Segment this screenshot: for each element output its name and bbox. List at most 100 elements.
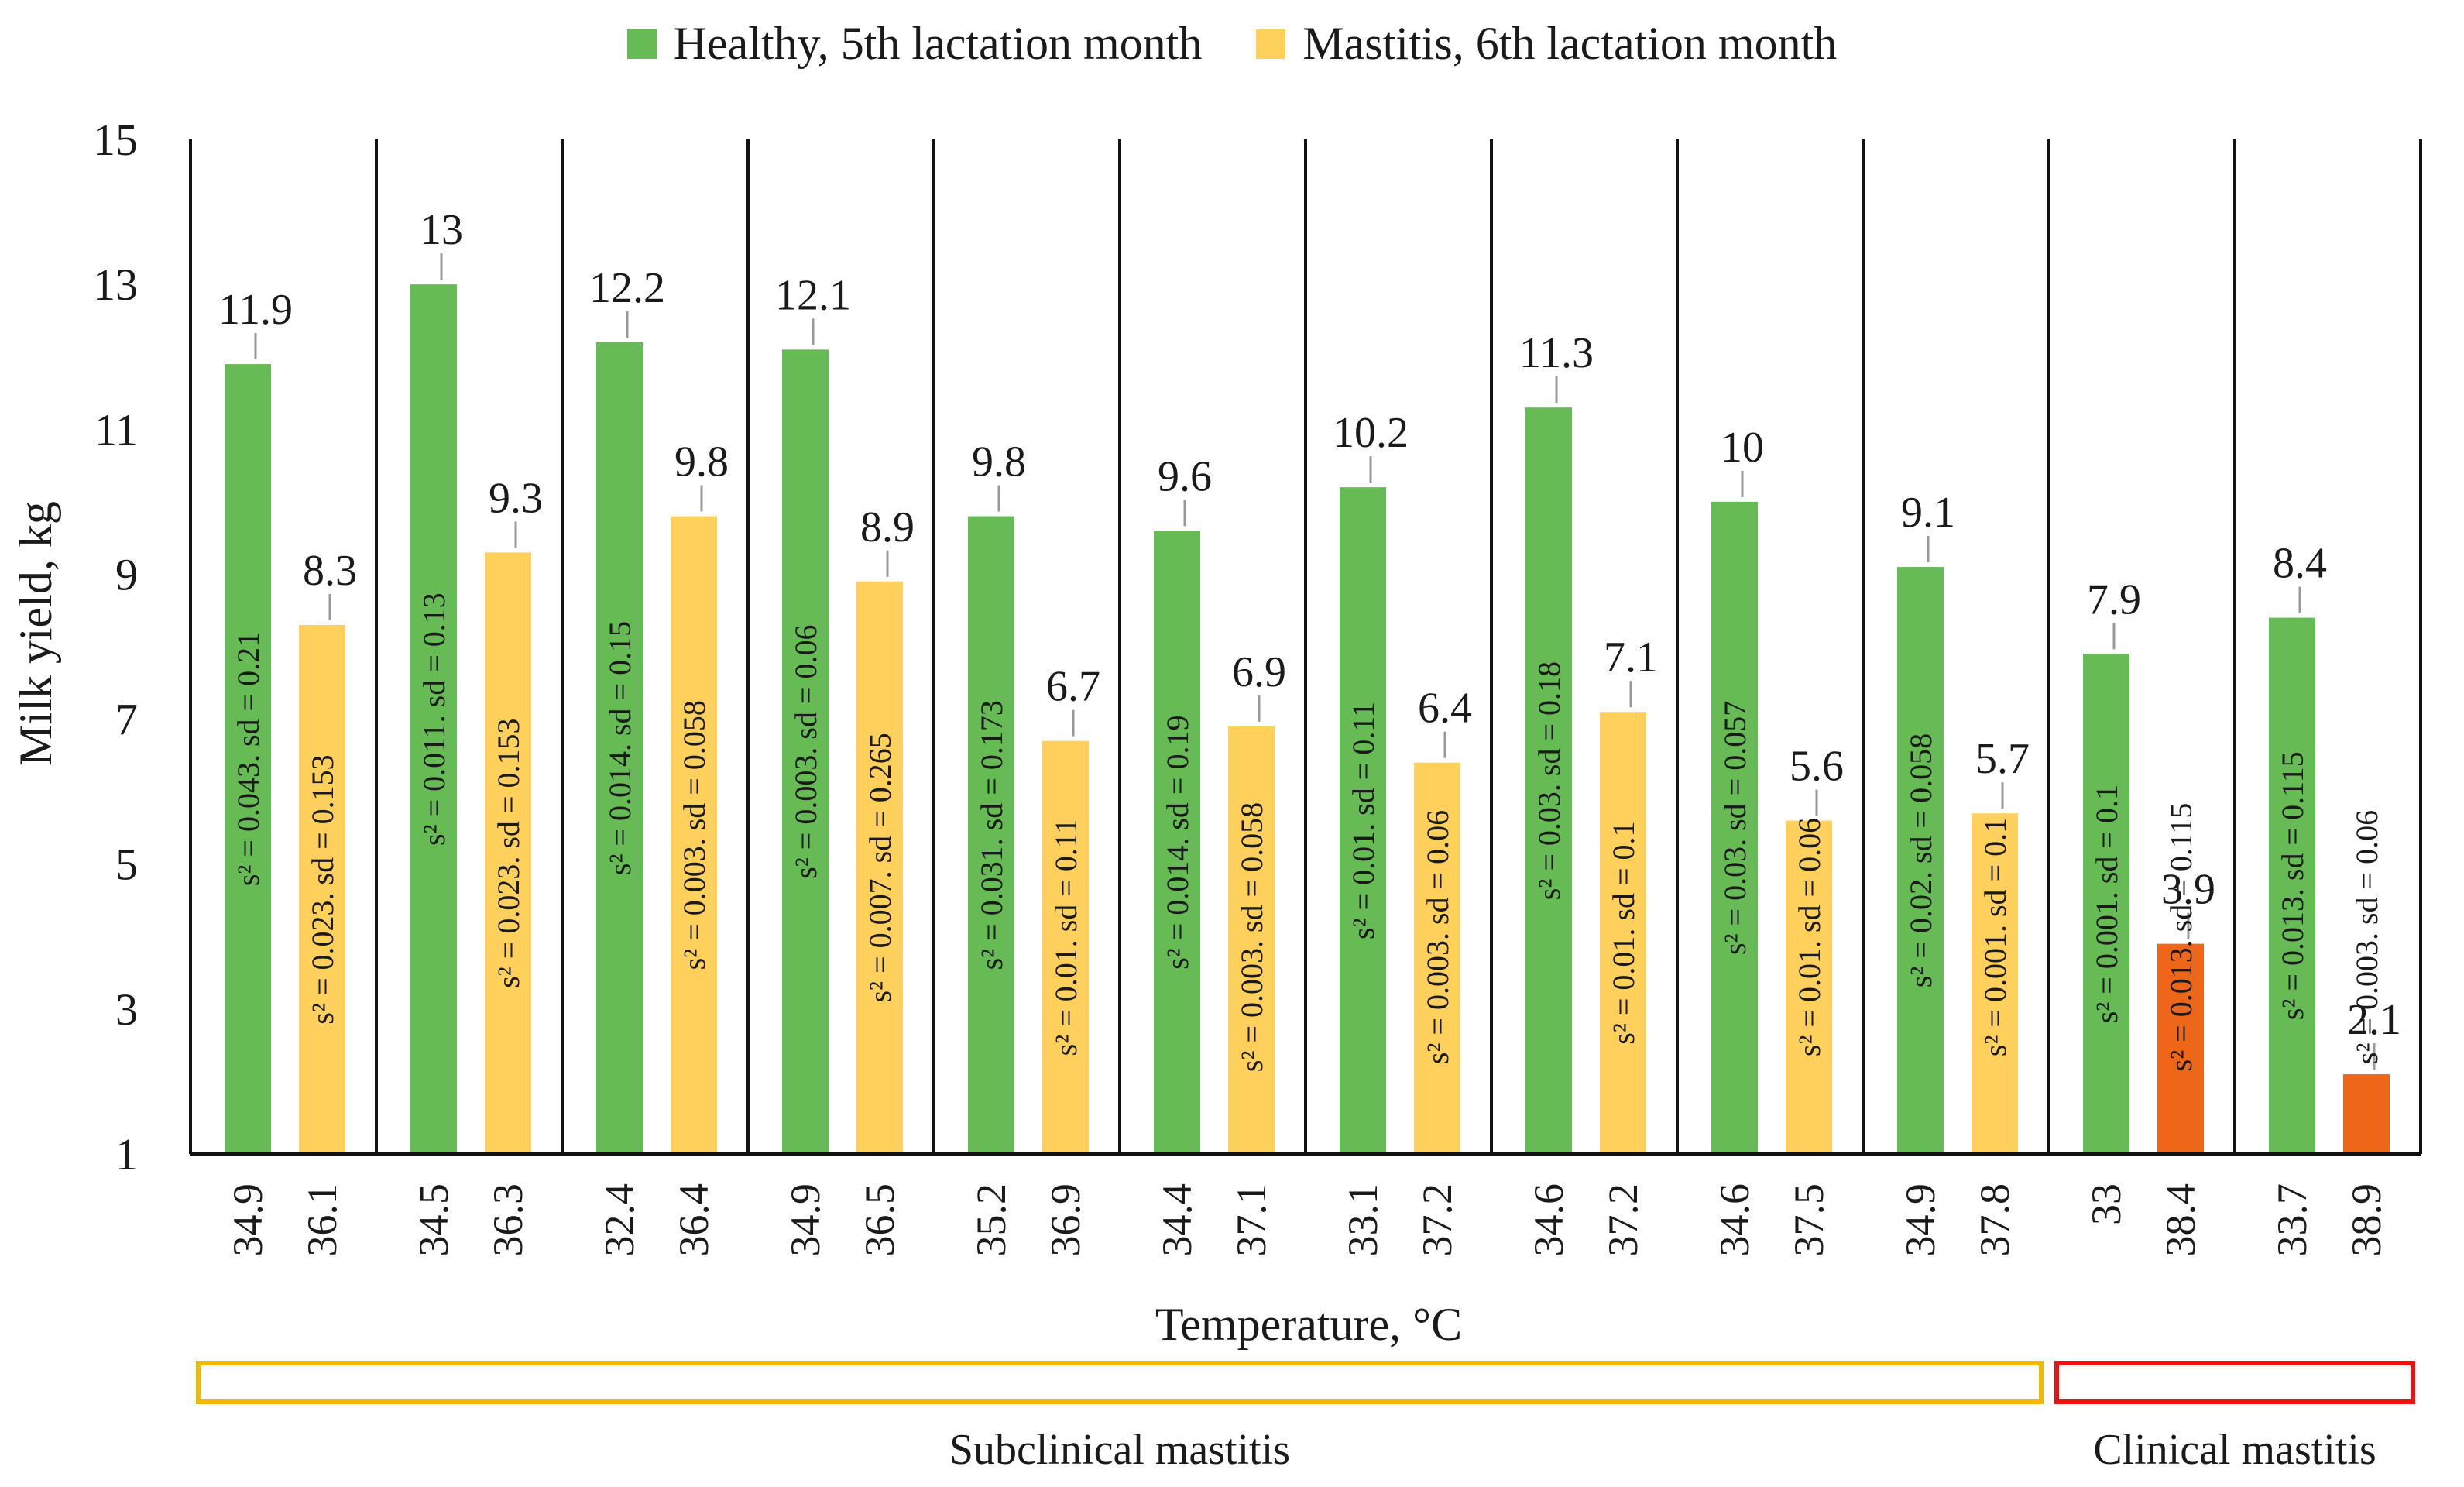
bar-stat-label: s² = 0.014. sd = 0.19 (1160, 716, 1195, 970)
bar-mastitis (1600, 712, 1646, 1154)
bar-stat-label: s² = 0.001. sd = 0.1 (2089, 785, 2124, 1023)
clinical-label: Clinical mastitis (2093, 1426, 2376, 1474)
y-tick-label: 7 (115, 695, 138, 745)
bar-value-label: 5.6 (1790, 743, 1844, 791)
legend-item-mastitis[interactable]: Mastitis, 6th lactation month (1256, 17, 1837, 70)
x-tick-label: 34.5 (410, 1183, 457, 1257)
bar-value-label: 12.2 (589, 264, 665, 312)
bar-value-label: 5.7 (1975, 735, 2030, 783)
bar-stat-label: s² = 0.02. sd = 0.058 (1903, 733, 1938, 987)
x-tick-label: 36.4 (671, 1183, 717, 1257)
bar-value-label: 9.8 (972, 438, 1026, 486)
bar-healthy (782, 349, 829, 1154)
bar-mastitis (856, 581, 903, 1154)
bar-healthy (968, 516, 1014, 1154)
legend-label-healthy: Healthy, 5th lactation month (673, 18, 1203, 69)
bar-value-label: 6.9 (1232, 648, 1286, 696)
x-tick-label: 33.1 (1340, 1183, 1386, 1257)
bar-healthy (1340, 487, 1386, 1154)
bar-value-label: 8.3 (303, 547, 357, 595)
bar-value-label: 2.1 (2347, 996, 2401, 1044)
x-tick-label: 38.9 (2343, 1183, 2390, 1257)
x-tick-label: 32.4 (596, 1183, 643, 1257)
bar-mastitis (1972, 813, 2018, 1154)
x-tick-label: 36.3 (485, 1183, 531, 1257)
x-tick-label: 33 (2083, 1183, 2129, 1225)
bar-value-label: 9.8 (674, 438, 729, 486)
bar-healthy (410, 284, 457, 1155)
bar-stat-label: s² = 0.003. sd = 0.06 (2349, 810, 2384, 1064)
bar-stat-label: s² = 0.003. sd = 0.058 (1234, 802, 1269, 1072)
bar-stat-label: s² = 0.013. sd = 0.115 (2275, 751, 2310, 1020)
bar-stat-label: s² = 0.003. sd = 0.058 (677, 700, 712, 970)
bar-value-label: 9.1 (1901, 489, 1955, 537)
legend-swatch-healthy (626, 29, 657, 59)
bar-mastitis-clinical (2343, 1074, 2390, 1154)
x-tick-label: 34.6 (1525, 1183, 1572, 1257)
x-tick-label: 35.2 (968, 1183, 1014, 1257)
bar-stat-label: s² = 0.043. sd = 0.21 (231, 632, 266, 886)
subclinical-label: Subclinical mastitis (949, 1426, 1290, 1474)
subclinical-bracket (196, 1361, 2044, 1404)
bar-stat-label: s² = 0.001. sd = 0.1 (1978, 818, 2013, 1056)
y-tick-label: 1 (115, 1129, 138, 1180)
y-tick-label: 15 (93, 115, 138, 165)
clinical-bracket (2054, 1361, 2415, 1404)
bar-mastitis (485, 552, 531, 1154)
bar-stat-label: s² = 0.003. sd = 0.06 (788, 625, 823, 879)
x-tick-label: 37.5 (1786, 1183, 1832, 1257)
x-tick-label: 37.2 (1414, 1183, 1460, 1257)
bar-stat-label: s² = 0.023. sd = 0.153 (491, 719, 526, 988)
legend-item-healthy[interactable]: Healthy, 5th lactation month (626, 17, 1203, 70)
bar-stat-label: s² = 0.03. sd = 0.057 (1718, 701, 1752, 955)
x-tick-label: 37.8 (1972, 1183, 2018, 1257)
bar-stat-label: s² = 0.013. sd = 0.115 (2164, 803, 2198, 1072)
x-tick-label: 38.4 (2157, 1183, 2204, 1257)
y-axis-title: Milk yield, kg (10, 501, 61, 766)
bar-mastitis (1786, 820, 1832, 1154)
x-tick-label: 37.1 (1228, 1183, 1275, 1257)
bar-healthy (596, 342, 643, 1154)
bar-value-label: 13 (420, 206, 463, 254)
x-tick-label: 33.7 (2269, 1183, 2315, 1257)
bar-stat-label: s² = 0.007. sd = 0.265 (863, 733, 897, 1002)
bar-value-label: 7.1 (1604, 634, 1658, 682)
legend-swatch-mastitis (1256, 29, 1286, 59)
x-tick-label: 37.2 (1600, 1183, 1646, 1257)
bar-value-label: 11.9 (218, 286, 293, 334)
bar-value-label: 10 (1721, 424, 1764, 472)
bar-stat-label: s² = 0.023. sd = 0.153 (305, 754, 340, 1024)
x-tick-label: 36.5 (856, 1183, 903, 1257)
x-tick-label: 34.9 (782, 1183, 829, 1257)
bar-value-label: 7.9 (2087, 575, 2141, 623)
bar-mastitis-clinical (2157, 943, 2204, 1154)
bar-healthy (1897, 567, 1944, 1154)
bar-mastitis (1228, 726, 1275, 1154)
bar-stat-label: s² = 0.03. sd = 0.18 (1532, 661, 1567, 900)
x-tick-label: 34.4 (1154, 1183, 1200, 1257)
bar-stat-label: s² = 0.01. sd = 0.1 (1606, 821, 1641, 1044)
bar-healthy (2269, 617, 2315, 1154)
bar-healthy (2083, 654, 2129, 1154)
bar-stat-label: s² = 0.01. sd = 0.11 (1048, 819, 1083, 1056)
bar-value-label: 10.2 (1333, 409, 1409, 457)
legend-label-mastitis: Mastitis, 6th lactation month (1302, 18, 1838, 69)
bar-healthy (1711, 501, 1758, 1154)
bar-value-label: 8.4 (2273, 540, 2327, 588)
y-tick-label: 11 (94, 404, 138, 455)
x-tick-label: 36.1 (299, 1183, 345, 1257)
bar-value-label: 6.7 (1046, 663, 1100, 711)
bar-value-label: 6.4 (1418, 685, 1472, 733)
x-tick-label: 34.6 (1711, 1183, 1758, 1257)
y-tick-label: 9 (115, 549, 138, 599)
x-tick-label: 34.9 (1897, 1183, 1944, 1257)
bar-stat-label: s² = 0.01. sd = 0.11 (1346, 702, 1381, 939)
bar-stat-label: s² = 0.003. sd = 0.06 (1420, 810, 1455, 1064)
bar-stat-label: s² = 0.031. sd = 0.173 (974, 700, 1009, 970)
y-tick-label: 5 (115, 840, 138, 890)
bar-healthy (225, 364, 271, 1155)
x-axis-title: Temperature, °C (1155, 1299, 1462, 1350)
y-tick-label: 13 (93, 259, 138, 310)
bar-stat-label: s² = 0.014. sd = 0.15 (602, 621, 637, 875)
bar-value-label: 11.3 (1519, 329, 1594, 377)
